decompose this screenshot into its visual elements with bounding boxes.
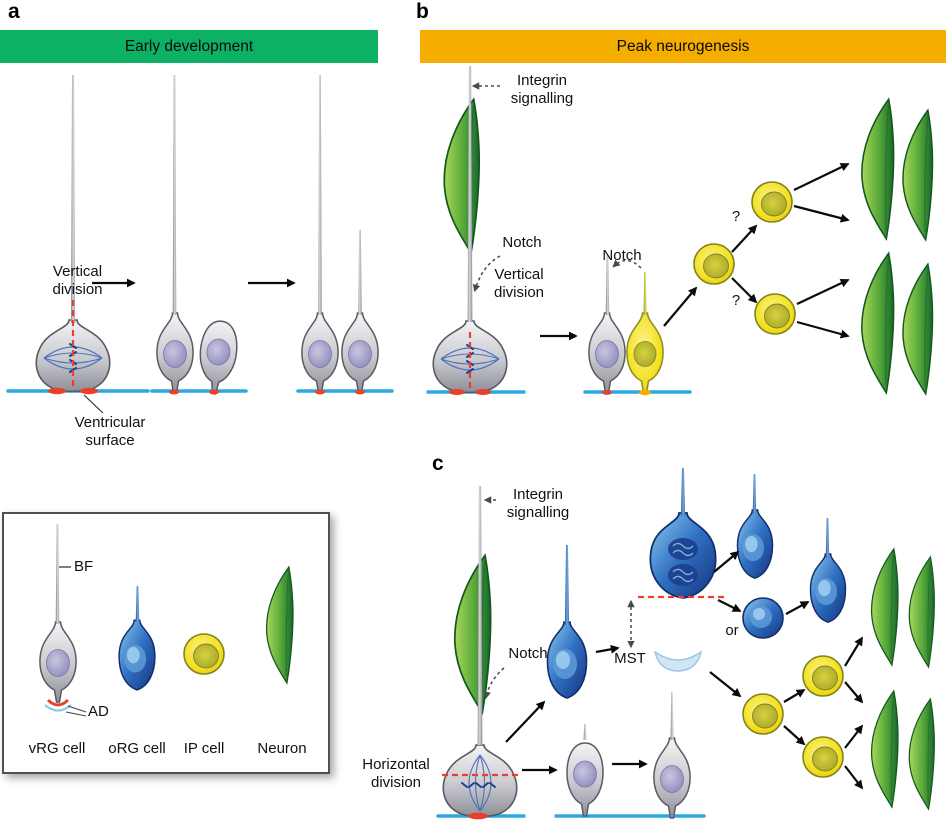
neuron [861,98,895,240]
basal-fiber-short [670,692,674,740]
basal-fiber [467,66,473,322]
ip-cell [742,693,784,735]
neuron [902,109,934,241]
basal-fiber-blue [135,586,140,622]
neuron [902,263,934,395]
org-cell-round [742,597,784,639]
legend-item-label: vRG cell [28,740,86,757]
basal-fiber [477,486,483,745]
ventricular-surface-label: Ventricular surface [74,414,146,450]
basal-process-remnant [654,651,702,672]
basal-fiber [318,75,322,315]
nascent-neuron [453,554,492,714]
org-cell [736,509,774,579]
basal-fiber [70,75,76,323]
ip-cell [751,181,793,223]
question-mark-upper: ? [731,208,741,225]
question-mark-lower: ? [731,292,741,309]
daughter-cell-no-fiber [195,318,241,397]
ad-label: AD [88,703,109,720]
bf-label: BF [74,558,94,575]
legend-ip-cell [183,633,225,675]
neuron [908,556,935,668]
vrg-cell-mitotic-horizontal [442,744,518,818]
org-basal-fiber [564,545,570,625]
vrg-cell-mitotic-vertical [35,319,111,393]
panel-b-label: b [416,0,429,23]
notch-label-b-pair: Notch [602,247,642,264]
legend-item-label: oRG cell [108,740,166,757]
ip-cell [802,736,844,778]
org-cell-dividing [649,512,717,599]
horizontal-division-label: Horizontal division [362,756,430,792]
basal-fiber [172,75,177,315]
org-basal-fiber [752,474,757,514]
panel-c-label: c [432,452,444,475]
basal-fiber [605,255,610,315]
neuron [908,698,935,810]
panel-a-label: a [8,0,20,23]
or-label: or [725,622,739,639]
integrin-signalling-label-c: Integrin signalling [506,486,570,522]
notch-label-c: Notch [508,645,548,662]
mst-label: MST [614,650,646,667]
org-basal-fiber [680,468,686,516]
vrg-daughter-cell [301,312,339,394]
legend-org-cell [118,619,156,691]
org-basal-fiber [825,518,830,558]
ip-cell [802,655,844,697]
notch-label-b-vrg: Notch [502,234,542,251]
neuron [861,252,895,394]
basal-fiber [55,524,60,624]
vrg-daughter-cell [156,312,194,394]
vrg-daughter-cell [341,312,379,394]
org-cell [809,553,847,623]
vertical-division-label-a: Vertical division [52,263,103,299]
legend-vrg-cell [39,621,77,703]
vrg-cell-mitotic-vertical [432,320,508,394]
ip-daughter-cell [626,312,664,394]
peak-neurogenesis-banner: Peak neurogenesis [420,30,946,63]
daughter-cell-no-fiber [566,742,604,817]
vertical-division-label-b: Vertical division [493,266,545,302]
early-development-banner: Early development [0,30,378,63]
integrin-signalling-label-b: Integrin signalling [510,72,574,108]
vrg-daughter-cell [653,737,691,819]
ip-cell [693,243,735,285]
legend-neuron [265,566,294,684]
ip-cell [754,293,796,335]
basal-fiber-short [358,230,362,315]
nascent-neuron [443,98,480,254]
short-process [583,724,587,740]
legend-item-label: Neuron [257,740,307,757]
ip-daughter-fiber [643,272,647,315]
legend-item-label: IP cell [183,740,225,757]
